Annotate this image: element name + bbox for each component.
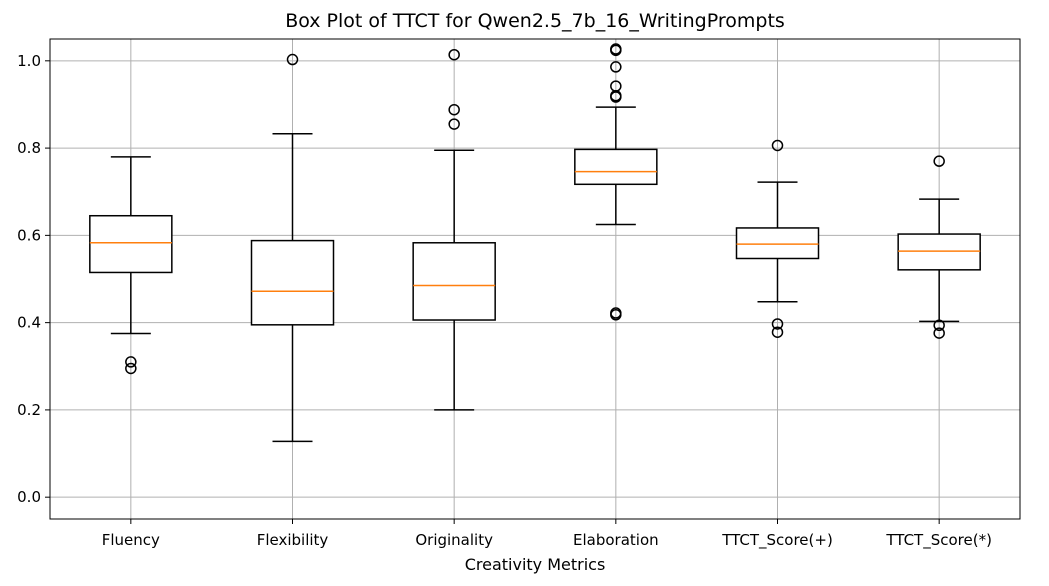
x-tick-label: TTCT_Score(+) bbox=[721, 531, 833, 550]
y-tick-label: 0.6 bbox=[17, 226, 41, 244]
outlier-point bbox=[610, 91, 622, 103]
box-iqr bbox=[89, 214, 173, 274]
axis-ticks: 0.0 0.2 0.4 0.6 0.8 1.0 Fluency Flexibility Orig… bbox=[17, 52, 992, 550]
box-group bbox=[412, 48, 496, 411]
x-tick-label: Flexibility bbox=[257, 531, 329, 549]
outlier-point bbox=[610, 44, 622, 57]
x-tick-label: Originality bbox=[415, 531, 493, 549]
box-iqr bbox=[735, 227, 820, 260]
y-tick-label: 0.8 bbox=[17, 139, 41, 157]
box-iqr bbox=[574, 148, 658, 186]
outlier-point bbox=[125, 356, 137, 368]
outlier-point bbox=[933, 155, 945, 167]
outlier-point bbox=[448, 103, 460, 116]
outlier-point bbox=[286, 53, 299, 66]
y-tick-label: 0.0 bbox=[17, 488, 41, 506]
box-iqr bbox=[412, 242, 496, 321]
outlier-point bbox=[933, 319, 945, 332]
grid-lines bbox=[50, 39, 1020, 519]
outlier-point bbox=[771, 139, 784, 152]
y-tick-label: 0.2 bbox=[17, 401, 41, 419]
x-tick-label: Fluency bbox=[102, 531, 160, 549]
outlier-point bbox=[771, 326, 784, 338]
box-group bbox=[735, 139, 820, 338]
outlier-point bbox=[448, 48, 460, 61]
y-tick-label: 1.0 bbox=[17, 52, 41, 70]
box-group bbox=[574, 43, 658, 321]
plot-frame bbox=[49, 38, 1021, 520]
outlier-point bbox=[610, 309, 622, 321]
box-group bbox=[897, 155, 981, 339]
outlier-point bbox=[933, 327, 945, 339]
outlier-point bbox=[448, 118, 460, 130]
chart-title: Box Plot of TTCT for Qwen2.5_7b_16_Writi… bbox=[285, 10, 785, 32]
outlier-point bbox=[125, 362, 137, 375]
x-tick-label: Elaboration bbox=[573, 531, 659, 549]
outlier-point bbox=[610, 61, 622, 73]
y-tick-label: 0.4 bbox=[17, 314, 41, 332]
outlier-point bbox=[771, 318, 784, 330]
box-iqr bbox=[250, 239, 335, 326]
plot-area bbox=[89, 43, 981, 443]
box-iqr bbox=[897, 233, 981, 271]
x-tick-label: TTCT_Score(*) bbox=[885, 531, 992, 550]
box-group bbox=[250, 53, 335, 443]
box-group bbox=[89, 156, 173, 375]
x-axis-label: Creativity Metrics bbox=[465, 555, 606, 574]
